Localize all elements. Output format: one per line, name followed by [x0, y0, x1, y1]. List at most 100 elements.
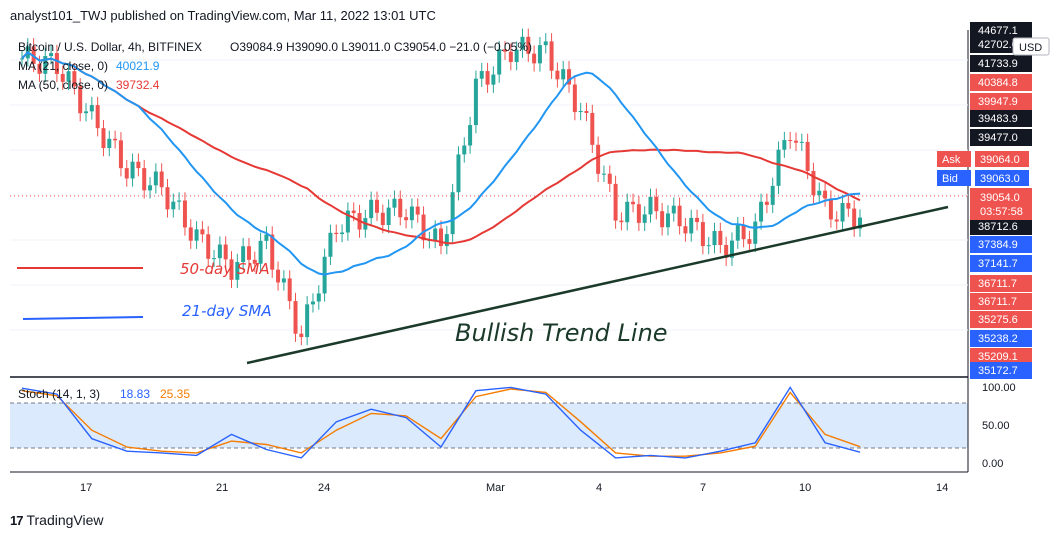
candle-body — [683, 226, 688, 234]
candle-body — [177, 200, 182, 202]
candle-body — [206, 234, 211, 259]
price-tag-bg — [970, 129, 1032, 146]
stoch-axis-label-0: 0.00 — [982, 458, 1003, 470]
price-pane[interactable] — [10, 30, 968, 377]
candle-body — [613, 183, 618, 221]
price-tag-bg — [970, 236, 1032, 253]
candle-body — [380, 212, 385, 225]
candle-body — [66, 71, 71, 82]
candle-body — [858, 217, 862, 229]
price-tag-label: 41733.9 — [978, 58, 1018, 70]
candle-body — [468, 125, 473, 146]
candle-body — [439, 228, 443, 247]
candle-body — [409, 206, 414, 221]
footer-brand: TradingView — [26, 512, 104, 528]
time-label-mar: Mar — [486, 482, 505, 494]
candle-body — [485, 71, 490, 85]
candle-body — [828, 198, 833, 220]
bid-value: 39063.0 — [980, 173, 1020, 185]
candle-body — [328, 232, 333, 257]
time-label-17: 17 — [80, 482, 92, 494]
candle-body — [95, 105, 100, 129]
price-tag-bg — [970, 311, 1032, 328]
candle-body — [799, 141, 804, 143]
candle-body — [549, 41, 554, 71]
bid-label: Bid — [942, 173, 958, 185]
candle-body — [182, 200, 187, 228]
candle-body — [596, 144, 601, 174]
price-tag-label: 36711.7 — [978, 278, 1017, 290]
price-tag-label: 36711.7 — [978, 296, 1017, 308]
candle-body — [107, 138, 112, 149]
price-tag-bg — [970, 218, 1032, 235]
candle-body — [532, 53, 537, 64]
candle-body — [334, 232, 339, 235]
candle-body — [631, 201, 636, 205]
candle-body — [753, 221, 758, 244]
ma21-value: 40021.9 — [116, 59, 160, 73]
candle-body — [724, 244, 729, 258]
candle-body — [660, 211, 665, 228]
candle-body — [223, 244, 228, 260]
candle-body — [60, 73, 65, 82]
candle-body — [212, 258, 217, 260]
candle-body — [235, 262, 240, 280]
candle-body — [264, 234, 269, 241]
candle-body — [171, 201, 176, 210]
stoch-k-value: 18.83 — [120, 387, 150, 401]
price-tag-bg — [970, 255, 1032, 272]
candle-body — [345, 210, 350, 233]
candle-body — [497, 49, 502, 75]
stoch-axis-label-100: 100.00 — [982, 382, 1016, 394]
price-tag-bg — [970, 362, 1032, 379]
candle-body — [654, 196, 659, 212]
bullish-trend-line[interactable] — [246, 205, 949, 365]
candle-body — [299, 333, 304, 338]
candle-body — [276, 269, 281, 283]
candle-body — [823, 190, 828, 199]
price-tag-label: 37141.7 — [978, 258, 1018, 270]
price-tag-label: 35172.7 — [978, 365, 1018, 377]
sma21-annotation: 21-day SMA — [182, 302, 272, 320]
sma50-annotation: 50-day SMA — [180, 260, 270, 278]
candle-body — [118, 140, 123, 169]
candle-body — [782, 140, 787, 150]
candle-body — [310, 301, 315, 305]
candle-body — [252, 259, 257, 264]
candle-body — [572, 84, 577, 113]
time-label-21: 21 — [216, 482, 228, 494]
candle-body — [421, 214, 426, 241]
candle-body — [840, 202, 845, 222]
stoch-d-line — [21, 388, 861, 457]
candle-body — [817, 190, 822, 196]
candle-body — [584, 111, 589, 113]
candle-body — [537, 45, 542, 64]
price-tag-label: 39483.9 — [978, 113, 1018, 125]
candle-body — [695, 217, 700, 223]
currency-button[interactable] — [1012, 37, 1050, 56]
price-tag-bg — [970, 293, 1032, 310]
price-tag-bg — [970, 348, 1032, 365]
time-label-10: 10 — [799, 482, 811, 494]
price-tag-label: 42702.0 — [978, 39, 1018, 51]
candle-body — [764, 201, 769, 205]
candle-body — [706, 245, 711, 247]
price-tag-label: 35238.2 — [978, 333, 1018, 345]
candle-body — [590, 112, 595, 145]
price-tag-label: 40384.8 — [978, 77, 1018, 89]
candle-body — [392, 198, 397, 208]
candle-body — [153, 171, 158, 186]
candle-body — [578, 111, 583, 113]
candle-body — [398, 198, 403, 218]
time-label-4: 4 — [596, 482, 602, 494]
ohlc-values: O39084.9 H39090.0 L39011.0 C39054.0 −21.… — [230, 40, 532, 54]
candle-body — [601, 173, 606, 175]
candle-body — [130, 161, 135, 179]
candle-body — [712, 230, 717, 246]
candle-body — [729, 240, 734, 258]
last-price-tag — [970, 188, 1032, 220]
bar-countdown: 03:57:58 — [980, 206, 1023, 218]
ma50-line — [21, 50, 861, 245]
candle-body — [444, 234, 449, 247]
